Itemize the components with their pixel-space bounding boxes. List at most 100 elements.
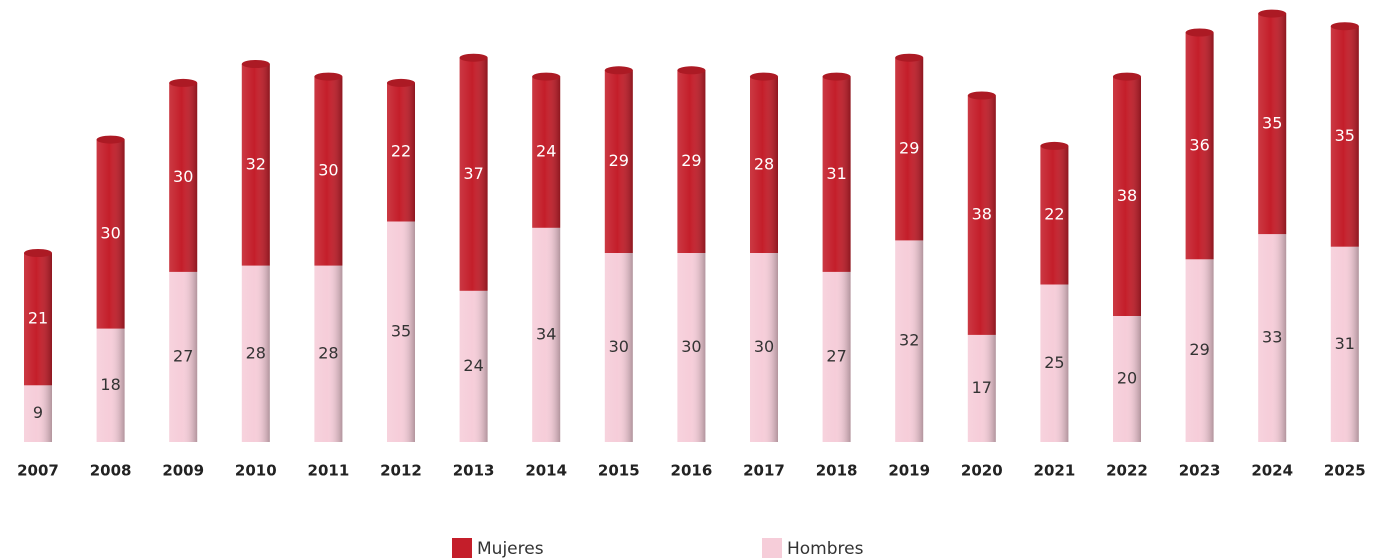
data-label: 29 [899, 139, 919, 158]
data-label: 32 [246, 154, 266, 173]
x-tick-label: 2021 [1034, 462, 1076, 480]
bar-cap-shade [967, 91, 996, 100]
bar-shade [1330, 246, 1359, 442]
data-label: 30 [754, 337, 774, 356]
bar-cap [750, 72, 778, 81]
data-label: 36 [1189, 135, 1209, 154]
data-label: 34 [536, 324, 556, 343]
bar-cap-shade [459, 53, 488, 62]
bar-shade [1040, 284, 1069, 442]
x-tick-label: 2019 [888, 462, 930, 480]
x-tick-label: 2007 [17, 462, 59, 480]
bar-shade [822, 76, 851, 272]
data-label: 22 [1044, 205, 1064, 224]
x-tick-label: 2018 [816, 462, 858, 480]
data-label: 37 [463, 164, 483, 183]
x-tick-label: 2014 [525, 462, 567, 480]
bar-shade [314, 76, 343, 266]
x-tick-label: 2010 [235, 462, 277, 480]
x-tick-label: 2009 [162, 462, 204, 480]
bar-shade [750, 76, 778, 253]
data-label: 28 [246, 343, 266, 362]
data-label: 30 [100, 224, 120, 243]
data-label: 24 [536, 142, 556, 161]
bar-shade [604, 253, 633, 442]
bar-cap [895, 53, 924, 62]
data-label: 30 [681, 337, 701, 356]
bar-cap-shade [677, 66, 706, 75]
data-label: 17 [972, 378, 992, 397]
x-tick-label: 2025 [1324, 462, 1366, 480]
bar-cap-shade [1258, 9, 1287, 18]
bar-cap [1258, 9, 1287, 18]
bar-cap [677, 66, 706, 75]
bar-cap [96, 135, 125, 144]
bar-shade [169, 82, 198, 272]
data-label: 33 [1262, 328, 1282, 347]
bar-cap-shade [241, 60, 270, 68]
legend-label: Mujeres [477, 539, 544, 558]
data-label: 28 [754, 154, 774, 173]
bar-cap [387, 78, 415, 87]
bar-shade [1113, 76, 1141, 316]
bar-shade [750, 253, 778, 442]
bar-cap-shade [387, 78, 415, 87]
bar-shade [387, 221, 415, 442]
data-label: 21 [28, 309, 48, 328]
bar-shade [1330, 26, 1359, 247]
bar-shade [241, 64, 270, 266]
data-label: 20 [1117, 369, 1137, 388]
bar-cap [241, 60, 270, 68]
bar-cap-shade [1185, 28, 1214, 37]
x-tick-label: 2020 [961, 462, 1003, 480]
x-tick-label: 2008 [90, 462, 132, 480]
data-label: 30 [318, 161, 338, 180]
bar-shade [314, 265, 343, 442]
data-label: 25 [1044, 353, 1064, 372]
data-label: 27 [826, 346, 846, 365]
x-tick-label: 2016 [671, 462, 713, 480]
bar-cap-shade [24, 249, 52, 257]
data-label: 38 [972, 205, 992, 224]
bar-cap-shade [822, 72, 851, 81]
data-label: 35 [391, 321, 411, 340]
bar-shade [677, 253, 706, 442]
bar-cap [1040, 141, 1069, 150]
bar-cap [169, 78, 198, 87]
bar-shade [24, 385, 52, 442]
bar-cap-shade [895, 53, 924, 62]
bar-shade [96, 139, 125, 329]
data-label: 24 [463, 356, 483, 375]
bar-shade [169, 271, 198, 442]
legend-swatch [452, 538, 472, 558]
bar-shade [967, 334, 996, 442]
bar-shade [532, 76, 561, 228]
bar-shade [895, 240, 924, 442]
bar-cap [314, 72, 343, 81]
bar-shade [822, 271, 851, 442]
bar-shade [604, 70, 633, 253]
x-tick-label: 2011 [308, 462, 350, 480]
bar-cap-shade [1330, 22, 1359, 31]
bar-cap [24, 249, 52, 257]
data-label: 35 [1335, 126, 1355, 145]
data-label: 28 [318, 343, 338, 362]
data-label: 32 [899, 331, 919, 350]
bar-shade [96, 328, 125, 442]
data-label: 9 [33, 403, 43, 422]
bar-shade [241, 265, 270, 442]
data-label: 29 [681, 151, 701, 170]
legend-swatch [762, 538, 782, 558]
data-label: 27 [173, 346, 193, 365]
x-tick-label: 2015 [598, 462, 640, 480]
data-label: 35 [1262, 113, 1282, 132]
x-tick-label: 2017 [743, 462, 785, 480]
bar-shade [532, 227, 561, 442]
bar-shade [24, 253, 52, 386]
bar-cap [967, 91, 996, 100]
bar-cap [1185, 28, 1214, 37]
bar-shade [387, 82, 415, 222]
x-tick-label: 2013 [453, 462, 495, 480]
data-label: 30 [173, 167, 193, 186]
